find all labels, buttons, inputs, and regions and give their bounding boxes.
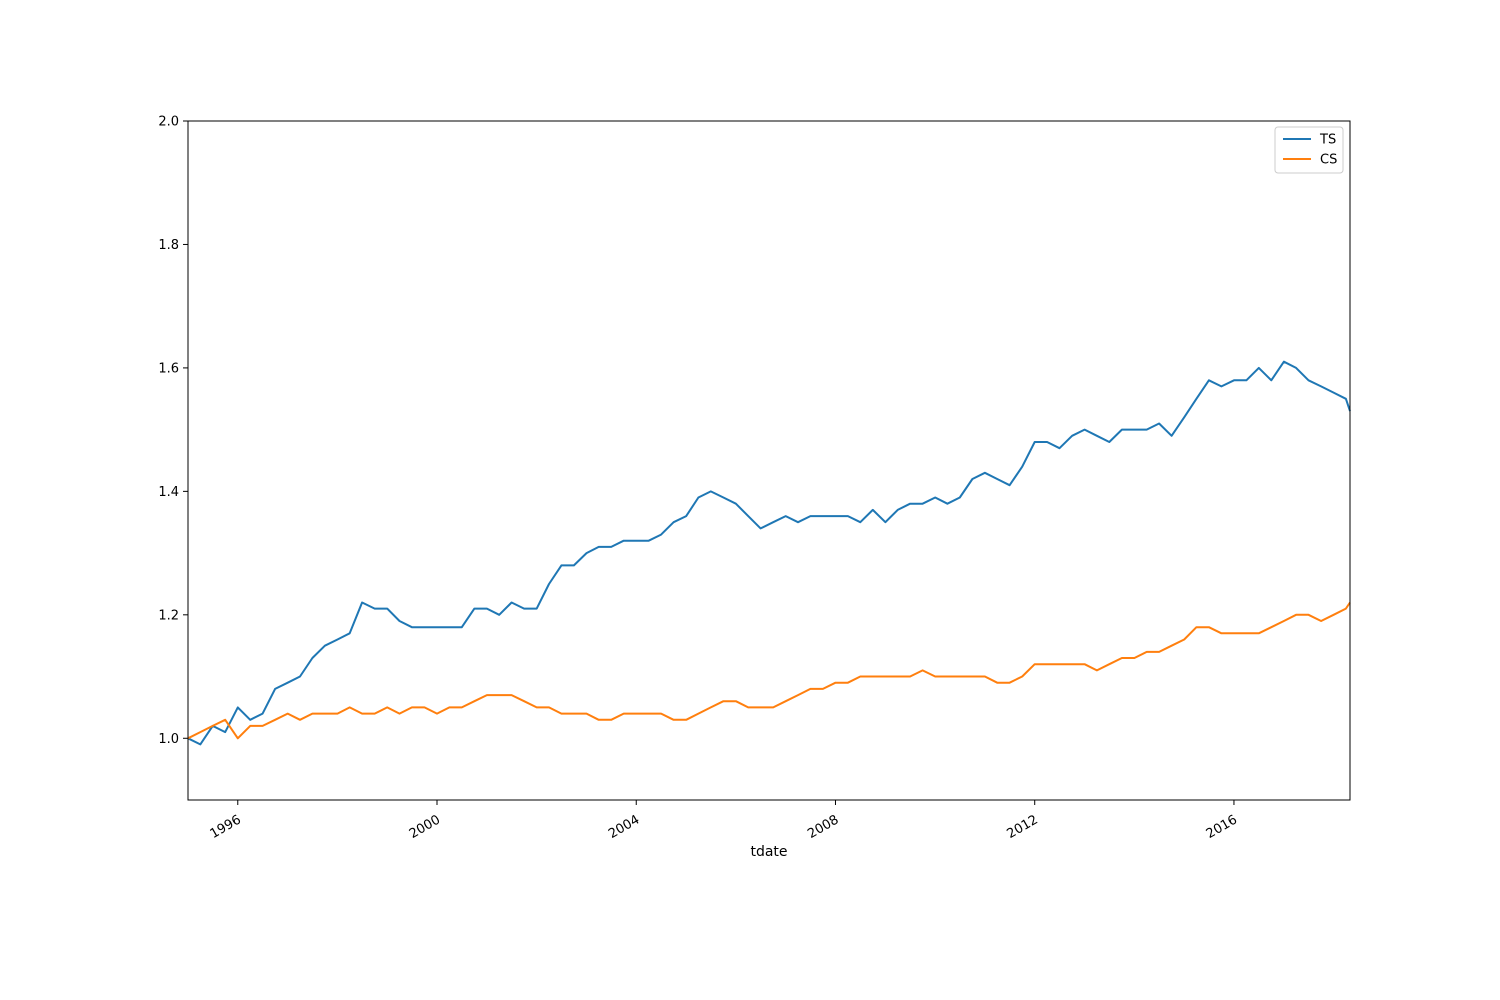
series-line-ts bbox=[187, 360, 1351, 746]
x-axis: 1996 2000 2004 2008 2012 2016 bbox=[208, 800, 1240, 842]
y-tick-label: 2.0 bbox=[158, 115, 179, 130]
y-tick-label: 1.2 bbox=[158, 608, 179, 623]
y-tick-label: 1.4 bbox=[158, 485, 179, 500]
x-tick-label: 1996 bbox=[208, 812, 244, 842]
y-tick-label: 1.8 bbox=[158, 238, 179, 253]
legend-label-cs: CS bbox=[1320, 153, 1337, 168]
x-axis-label: tdate bbox=[750, 844, 787, 860]
x-tick-label: 2008 bbox=[805, 812, 841, 842]
series-layer bbox=[187, 360, 1351, 746]
y-tick-label: 1.6 bbox=[158, 361, 179, 376]
x-tick-label: 2016 bbox=[1204, 812, 1240, 842]
y-tick-label: 1.0 bbox=[158, 732, 179, 747]
legend-label-ts: TS bbox=[1319, 133, 1336, 148]
x-tick-label: 2012 bbox=[1005, 812, 1041, 842]
series-line-cs bbox=[187, 601, 1351, 740]
plot-background bbox=[188, 121, 1350, 800]
y-axis: 1.0 1.2 1.4 1.6 1.8 2.0 bbox=[158, 115, 188, 747]
legend: TS CS bbox=[1274, 126, 1344, 174]
x-tick-label: 2000 bbox=[407, 812, 443, 842]
x-tick-label: 2004 bbox=[606, 812, 642, 842]
plot-frame bbox=[187, 120, 1351, 801]
